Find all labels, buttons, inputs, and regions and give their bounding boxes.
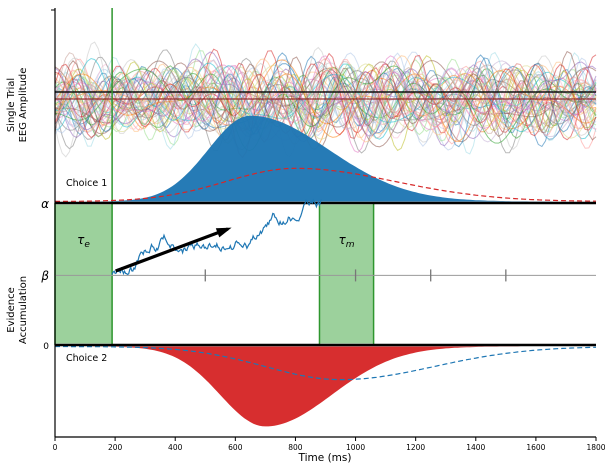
choice1-label: Choice 1 <box>66 178 107 189</box>
rt-distributions-layer <box>55 115 597 427</box>
drift-arrow-shaft <box>115 227 229 273</box>
x-tick-label: 800 <box>288 443 303 452</box>
x-tick-label: 200 <box>108 443 123 452</box>
eeg-trace <box>54 62 597 132</box>
eeg-trace <box>54 43 597 155</box>
eeg-trace <box>54 60 597 148</box>
threshold-lines-layer <box>55 201 596 347</box>
eeg-trace <box>54 55 597 154</box>
x-tick-label: 400 <box>168 443 183 452</box>
choice2-label: Choice 2 <box>66 353 107 364</box>
x-tick-label: 1000 <box>346 443 365 452</box>
zero-threshold-label: 0 <box>43 342 49 352</box>
x-tick-label: 600 <box>228 443 243 452</box>
choice1-rt-density <box>55 115 596 202</box>
eeg-trace <box>54 70 597 142</box>
tau-e-region <box>55 204 113 344</box>
eeg-trace <box>54 69 597 130</box>
choice2-rt-density <box>55 346 596 427</box>
x-tick-label: 1400 <box>466 443 485 452</box>
accumulation-y-axis-title: EvidenceAccumulation <box>6 276 29 344</box>
x-tick-label: 1200 <box>406 443 425 452</box>
beta-start-label: β <box>40 269 49 283</box>
eeg-traces-layer <box>54 41 597 159</box>
accumulation-path-layer <box>111 198 322 276</box>
eeg-trace <box>54 76 597 121</box>
tau-m-label: τm <box>339 233 355 250</box>
x-tick-label: 0 <box>53 443 58 452</box>
accumulation-trace <box>111 198 322 276</box>
choice1-model-density <box>55 167 597 202</box>
drift-arrow-head <box>215 227 232 238</box>
alpha-threshold-label: α <box>41 197 49 211</box>
axes-layer: 0 200 400 600 800 1000 1200 1400 1600 1800 τe τm Sin… <box>6 8 606 452</box>
x-tick-label: 1600 <box>526 443 545 452</box>
eeg-trace <box>54 57 597 145</box>
eeg-trace <box>54 66 597 150</box>
eeg-trace <box>54 69 597 134</box>
eeg-trace <box>54 71 597 133</box>
eeg-trace <box>54 63 597 141</box>
eeg-trace <box>54 52 597 151</box>
tau-regions-layer <box>54 8 375 345</box>
eeg-y-axis-title: Single TrialEEG Amplitude <box>6 68 29 143</box>
x-tick-label: 1800 <box>586 443 605 452</box>
x-axis-title: Time (ms) <box>298 452 352 464</box>
eeg-trace <box>54 63 597 139</box>
choice2-model-density <box>55 345 596 381</box>
tau-e-label: τe <box>77 233 90 250</box>
tau-m-region <box>319 204 374 344</box>
